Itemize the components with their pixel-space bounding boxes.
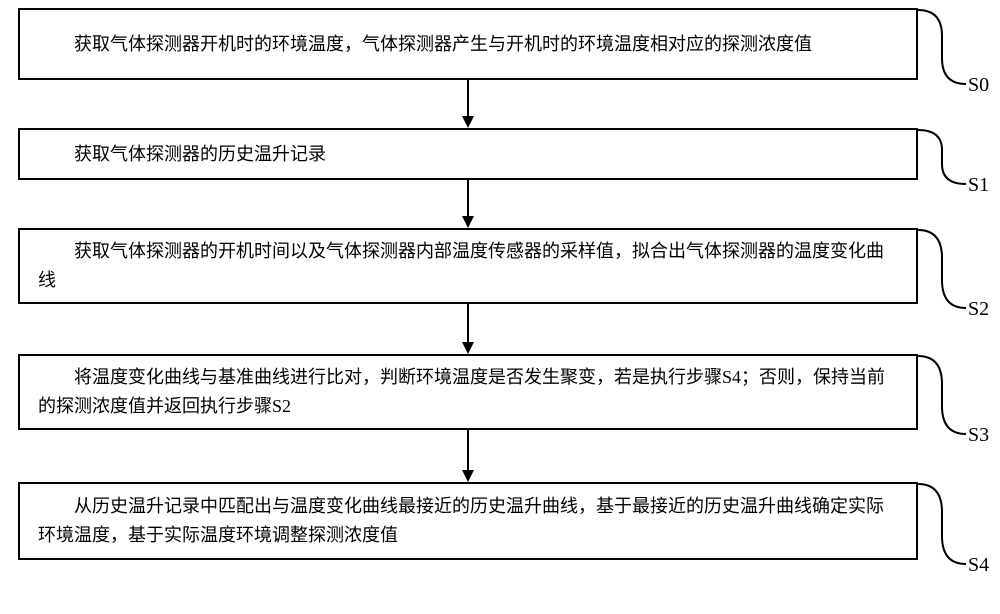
step-s2-box: 获取气体探测器的开机时间以及气体探测器内部温度传感器的采样值，拟合出气体探测器的…: [18, 228, 918, 304]
step-s4-box: 从历史温升记录中匹配出与温度变化曲线最接近的历史温升曲线，基于最接近的历史温升曲…: [18, 482, 918, 560]
step-s1-box: 获取气体探测器的历史温升记录: [18, 128, 918, 180]
step-s2-text: 获取气体探测器的开机时间以及气体探测器内部温度传感器的采样值，拟合出气体探测器的…: [38, 237, 898, 295]
step-s1-text: 获取气体探测器的历史温升记录: [38, 140, 326, 169]
label-s1: S1: [968, 174, 989, 197]
label-s2: S2: [968, 298, 989, 321]
arrow-s1-s2: [458, 180, 478, 228]
step-s3-text: 将温度变化曲线与基准曲线进行比对，判断环境温度是否发生聚变，若是执行步骤S4；否…: [38, 363, 898, 421]
arrow-s3-s4: [458, 430, 478, 482]
label-s3: S3: [968, 424, 989, 447]
step-s4-text: 从历史温升记录中匹配出与温度变化曲线最接近的历史温升曲线，基于最接近的历史温升曲…: [38, 492, 898, 550]
step-s3-box: 将温度变化曲线与基准曲线进行比对，判断环境温度是否发生聚变，若是执行步骤S4；否…: [18, 354, 918, 430]
bracket-s1: [916, 128, 972, 186]
bracket-s3: [916, 354, 972, 436]
bracket-s4: [916, 482, 972, 566]
label-s4: S4: [968, 554, 989, 577]
label-s0: S0: [968, 74, 989, 97]
bracket-s0: [916, 8, 972, 86]
bracket-s2: [916, 228, 972, 310]
step-s0-box: 获取气体探测器开机时的环境温度，气体探测器产生与开机时的环境温度相对应的探测浓度…: [18, 8, 918, 80]
arrow-s0-s1: [458, 80, 478, 128]
step-s0-text: 获取气体探测器开机时的环境温度，气体探测器产生与开机时的环境温度相对应的探测浓度…: [38, 30, 812, 59]
arrow-s2-s3: [458, 304, 478, 354]
